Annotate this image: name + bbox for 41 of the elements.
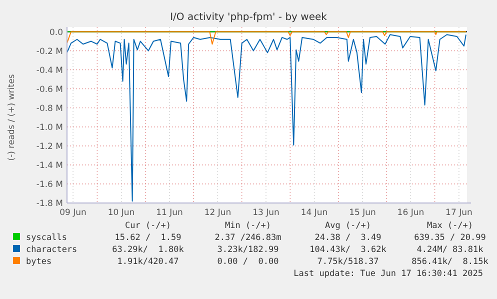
- y-tick-label: -1.4 M: [36, 160, 63, 171]
- text: Last update: Tue Jun 17 16:30:41 2025: [294, 269, 483, 279]
- legend-label: bytes: [26, 257, 52, 267]
- x-tick-label: 11 Jun: [156, 208, 183, 218]
- text: 104.43k/ 3.62k: [310, 245, 386, 255]
- text: 639.35 / 20.99: [414, 233, 486, 243]
- x-tick-label: 14 Jun: [300, 208, 328, 218]
- y-tick-label: -1.8 M: [36, 199, 63, 209]
- y-tick-label: 0.0: [49, 28, 63, 38]
- y-tick-label: -0.4 M: [36, 66, 63, 76]
- text: 1.91k/420.47: [117, 257, 179, 267]
- x-tick-label: 10 Jun: [108, 208, 135, 218]
- text: Cur (-/+): [124, 221, 172, 231]
- y-tick-label: -0.2 M: [36, 46, 63, 57]
- y-tick-label: -0.6 M: [36, 84, 63, 95]
- text: 63.29k/ 1.80k: [112, 245, 184, 255]
- y-tick-label: -0.8 M: [36, 104, 63, 114]
- legend-label: syscalls: [26, 233, 67, 243]
- y-axis-title: (-) reads / (+) writes: [7, 74, 17, 161]
- x-tick-label: 09 Jun: [60, 208, 86, 218]
- text: Avg (-/+): [324, 221, 372, 231]
- text: Min (-/+): [224, 221, 272, 231]
- text: 7.75k/518.37: [317, 257, 379, 267]
- x-tick-label: 13 Jun: [252, 208, 280, 218]
- x-tick-label: 16 Jun: [397, 208, 424, 218]
- y-tick-label: -1.2 M: [36, 142, 63, 152]
- text: 24.38 / 3.49: [314, 233, 382, 243]
- legend-label: characters: [26, 245, 78, 255]
- y-tick-label: -1.6 M: [36, 180, 63, 190]
- text: 15.62 / 1.59: [114, 233, 182, 243]
- x-tick-label: 12 Jun: [204, 208, 232, 218]
- y-tick-label: -1.0 M: [36, 122, 63, 133]
- text: 3.23k/182.99: [217, 245, 279, 255]
- text: Max (-/+): [426, 221, 474, 231]
- x-tick-label: 15 Jun: [349, 208, 376, 218]
- text: 4.24M/ 83.81k: [416, 245, 484, 255]
- text: 2.37 /246.83m: [214, 233, 282, 243]
- chart-title: I/O activity 'php-fpm' - by week: [170, 12, 328, 23]
- text: 856.41k/ 8.15k: [412, 257, 488, 267]
- text: 0.00 / 0.00: [217, 257, 279, 267]
- x-tick-label: 17 Jun: [446, 208, 472, 218]
